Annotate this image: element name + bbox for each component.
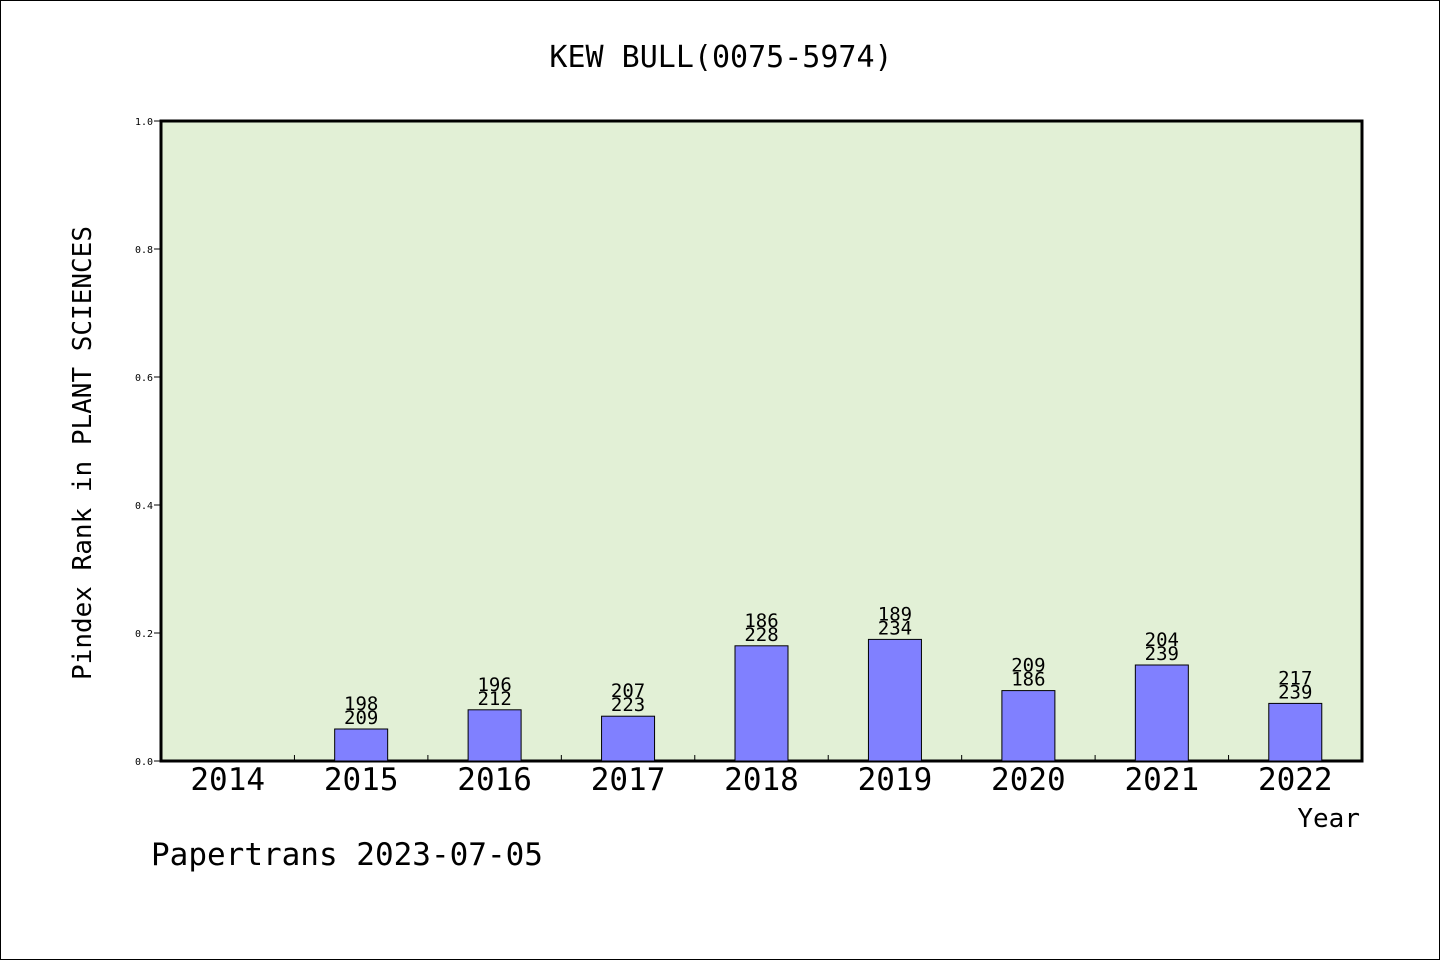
y-axis-label: Pindex Rank in PLANT SCIENCES [68, 226, 98, 680]
x-tick-label: 2014 [190, 762, 265, 798]
bar-label-bottom: 228 [744, 624, 778, 646]
bar-label-top: 217 [1278, 667, 1312, 689]
bar-label-top: 204 [1145, 629, 1179, 651]
y-tick-label: 0.4 [135, 501, 153, 512]
bar-label-bottom: 239 [1278, 681, 1312, 703]
bar-label-bottom: 223 [611, 694, 645, 716]
x-tick-label: 2020 [991, 762, 1066, 798]
bar-label-top: 198 [344, 693, 378, 715]
x-tick-label: 2018 [724, 762, 799, 798]
bar-label-top: 186 [744, 610, 778, 632]
y-tick-label: 0.0 [135, 757, 153, 768]
bar-2017 [601, 715, 656, 762]
bar-label-top: 189 [878, 603, 912, 625]
bar-2019 [867, 638, 922, 762]
bar-2016 [467, 709, 522, 762]
bar-label-bottom: 186 [1011, 669, 1045, 691]
bar-label-bottom: 239 [1145, 643, 1179, 665]
x-tick-label: 2022 [1258, 762, 1333, 798]
y-axis: 0.0 0.2 0.4 0.6 0.8 1.0 [135, 117, 161, 768]
bar-label-top: 207 [611, 680, 645, 702]
y-tick-label: 1.0 [135, 117, 153, 128]
bar-label-bottom: 234 [878, 617, 912, 639]
x-tick-label: 2016 [457, 762, 532, 798]
bar-label-bottom: 212 [477, 688, 511, 710]
bar-2021 [1134, 664, 1189, 762]
bar-label-top: 196 [477, 674, 511, 696]
x-axis: 2014 2015 2016 2017 2018 2019 2020 2021 2022 [190, 755, 1333, 798]
x-tick-label: 2015 [324, 762, 399, 798]
chart-title: KEW BULL(0075-5974) [549, 40, 892, 75]
footer-credit: Papertrans 2023-07-05 [151, 837, 543, 873]
y-tick-label: 0.8 [135, 245, 153, 256]
x-axis-label: Year [1297, 804, 1360, 834]
bar-series [334, 638, 1323, 762]
bar-2018 [734, 645, 789, 762]
bar-label-top: 209 [1011, 655, 1045, 677]
x-tick-label: 2021 [1125, 762, 1200, 798]
bar-2020 [1001, 690, 1056, 762]
bar-2015 [334, 728, 389, 762]
bar-2022 [1268, 702, 1323, 762]
y-tick-label: 0.6 [135, 373, 153, 384]
x-tick-label: 2017 [591, 762, 666, 798]
y-tick-label: 0.2 [135, 629, 153, 640]
x-tick-label: 2019 [858, 762, 933, 798]
bar-label-bottom: 209 [344, 707, 378, 729]
